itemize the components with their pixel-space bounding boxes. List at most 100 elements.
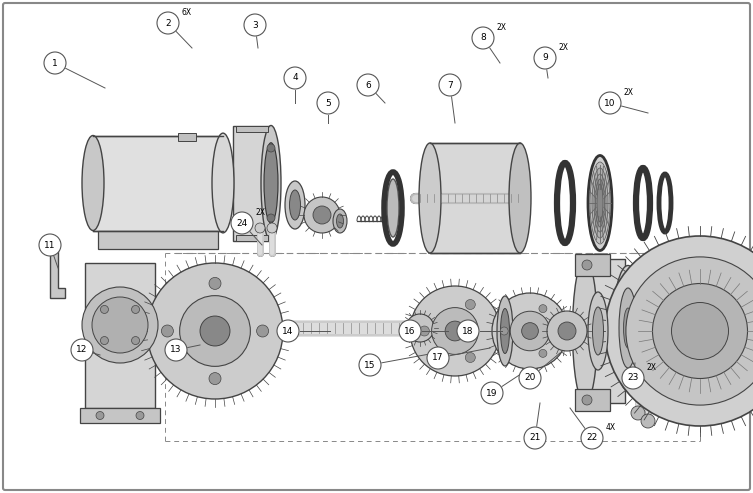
Circle shape	[180, 296, 250, 366]
Ellipse shape	[593, 307, 603, 355]
Text: 2X: 2X	[647, 363, 657, 372]
Ellipse shape	[619, 288, 637, 368]
Ellipse shape	[509, 143, 531, 253]
Circle shape	[465, 300, 475, 310]
Circle shape	[631, 406, 645, 420]
Circle shape	[511, 311, 550, 351]
Circle shape	[539, 305, 547, 313]
Ellipse shape	[588, 292, 608, 370]
Circle shape	[136, 412, 144, 420]
Bar	[93, 136, 223, 231]
Ellipse shape	[623, 308, 633, 348]
Circle shape	[582, 260, 592, 270]
Text: 22: 22	[587, 433, 598, 443]
Text: 19: 19	[486, 388, 498, 397]
Ellipse shape	[289, 190, 300, 220]
Text: 2X: 2X	[559, 43, 569, 52]
Circle shape	[431, 308, 478, 354]
Circle shape	[132, 337, 139, 345]
Text: 2: 2	[165, 19, 171, 28]
Bar	[233, 126, 271, 241]
Circle shape	[209, 278, 221, 289]
Text: 17: 17	[432, 353, 444, 362]
Text: 12: 12	[76, 346, 87, 354]
Circle shape	[147, 263, 283, 399]
Circle shape	[472, 27, 494, 49]
Ellipse shape	[264, 143, 278, 223]
Text: 6X: 6X	[182, 8, 192, 17]
Circle shape	[539, 350, 547, 357]
Ellipse shape	[261, 126, 281, 241]
Circle shape	[44, 52, 66, 74]
Text: 14: 14	[282, 326, 294, 336]
Circle shape	[419, 326, 429, 336]
Text: 21: 21	[529, 433, 541, 443]
Ellipse shape	[82, 136, 104, 231]
Text: 2X: 2X	[624, 88, 634, 97]
Circle shape	[267, 223, 277, 233]
Text: 11: 11	[44, 241, 56, 249]
Circle shape	[96, 412, 104, 420]
Ellipse shape	[285, 181, 305, 229]
Bar	[85, 262, 155, 408]
Ellipse shape	[387, 179, 399, 237]
Text: 6: 6	[365, 80, 371, 90]
Polygon shape	[50, 248, 65, 298]
Circle shape	[82, 287, 158, 363]
Circle shape	[157, 12, 179, 34]
Circle shape	[641, 414, 655, 428]
Circle shape	[410, 286, 500, 376]
Ellipse shape	[590, 162, 610, 244]
Text: 4: 4	[292, 73, 298, 82]
Text: 9: 9	[542, 54, 548, 63]
Bar	[430, 143, 520, 253]
Circle shape	[39, 234, 61, 256]
Ellipse shape	[594, 174, 606, 232]
Circle shape	[165, 339, 187, 361]
Circle shape	[284, 67, 306, 89]
Circle shape	[581, 427, 603, 449]
Ellipse shape	[613, 266, 643, 390]
Circle shape	[399, 320, 421, 342]
Circle shape	[465, 352, 475, 362]
Circle shape	[558, 322, 576, 340]
Ellipse shape	[212, 133, 234, 233]
Circle shape	[457, 320, 479, 342]
Bar	[236, 235, 268, 241]
Circle shape	[359, 354, 381, 376]
Polygon shape	[98, 231, 218, 248]
Circle shape	[534, 47, 556, 69]
FancyBboxPatch shape	[3, 3, 750, 490]
Text: 15: 15	[364, 360, 376, 369]
Ellipse shape	[597, 184, 603, 222]
Circle shape	[622, 367, 644, 389]
Circle shape	[427, 347, 449, 369]
Circle shape	[255, 223, 265, 233]
Text: 5: 5	[325, 99, 331, 107]
Circle shape	[209, 373, 221, 385]
Text: 7: 7	[447, 80, 453, 90]
Circle shape	[317, 92, 339, 114]
Circle shape	[244, 14, 266, 36]
Ellipse shape	[497, 296, 513, 366]
Text: 16: 16	[404, 326, 416, 336]
Circle shape	[672, 303, 728, 359]
Circle shape	[547, 311, 587, 351]
Ellipse shape	[501, 309, 510, 353]
Circle shape	[599, 92, 621, 114]
Bar	[575, 254, 610, 276]
Circle shape	[313, 206, 331, 224]
Circle shape	[406, 314, 434, 342]
Bar	[178, 133, 196, 141]
Circle shape	[492, 293, 568, 369]
Circle shape	[445, 321, 465, 341]
Text: 3: 3	[252, 21, 258, 30]
Bar	[236, 126, 268, 132]
Circle shape	[100, 337, 108, 345]
Text: 2X: 2X	[497, 23, 507, 32]
Text: 13: 13	[170, 346, 181, 354]
Circle shape	[632, 352, 644, 364]
Text: 4X: 4X	[606, 423, 616, 432]
Ellipse shape	[419, 143, 441, 253]
Circle shape	[257, 325, 269, 337]
